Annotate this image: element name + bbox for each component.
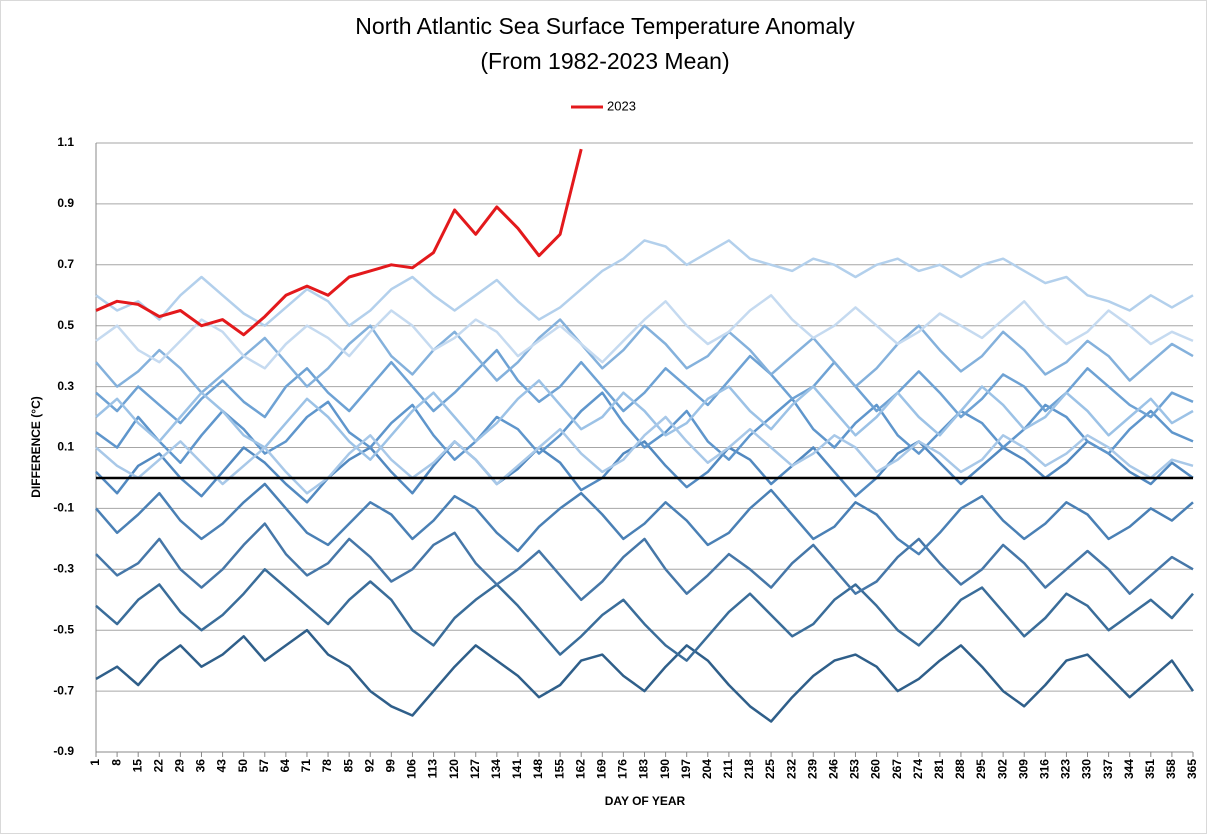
series-line [95, 482, 1194, 556]
x-tick-label: 50 [236, 759, 250, 773]
x-tick-label: 351 [1143, 759, 1157, 779]
x-tick-label: 197 [679, 759, 693, 779]
x-tick-label: 169 [594, 759, 608, 779]
chart-title: North Atlantic Sea Surface Temperature A… [355, 13, 855, 39]
x-tick-label: 120 [447, 759, 461, 779]
y-tick-label: -0.5 [53, 622, 74, 636]
x-tick-label: 29 [173, 759, 187, 773]
x-tick-label: 106 [405, 759, 419, 779]
y-tick-label: 0.5 [57, 318, 74, 332]
x-tick-label: 309 [1016, 759, 1030, 779]
x-tick-label: 330 [1080, 759, 1094, 779]
x-tick-label: 232 [784, 759, 798, 779]
x-tick-label: 1 [88, 759, 102, 766]
y-tick-label: -0.9 [53, 744, 74, 758]
x-tick-label: 267 [890, 759, 904, 779]
series-line [95, 148, 583, 337]
x-tick-label: 113 [426, 759, 440, 779]
series-line [95, 628, 1195, 723]
x-tick-label: 225 [763, 759, 777, 779]
x-axis-label: DAY OF YEAR [605, 794, 686, 808]
x-tick-label: 302 [995, 759, 1009, 779]
series-line [95, 239, 1194, 327]
series-line [95, 294, 1194, 370]
x-tick-label: 358 [1164, 759, 1178, 779]
x-tick-label: 323 [1059, 759, 1073, 779]
x-tick-label: 22 [151, 759, 165, 773]
chart-subtitle: (From 1982-2023 Mean) [480, 48, 729, 74]
y-tick-label: -0.3 [53, 561, 74, 575]
x-tick-label: 260 [869, 759, 883, 779]
series-line [95, 522, 1194, 602]
x-tick-label: 365 [1185, 759, 1199, 779]
y-tick-label: 0.9 [57, 196, 74, 210]
x-tick-label: 64 [278, 759, 292, 773]
x-tick-label: 190 [658, 759, 672, 779]
y-tick-label: -0.7 [53, 683, 74, 697]
y-tick-label: 0.3 [57, 379, 74, 393]
y-tick-label: 0.7 [57, 257, 74, 271]
x-tick-label: 183 [637, 759, 651, 779]
x-tick-label: 162 [573, 759, 587, 779]
series-line [95, 379, 1194, 461]
x-tick-label: 36 [194, 759, 208, 773]
x-tick-label: 176 [616, 759, 630, 779]
series-line [95, 318, 1194, 394]
x-tick-label: 85 [341, 759, 355, 773]
x-tick-label: 78 [320, 759, 334, 773]
x-tick-label: 288 [953, 759, 967, 779]
x-tick-label: 337 [1101, 759, 1115, 779]
legend-label: 2023 [607, 98, 636, 113]
x-tick-label: 246 [827, 759, 841, 779]
x-tick-label: 8 [109, 759, 123, 766]
x-tick-label: 134 [489, 759, 503, 779]
x-tick-label: 99 [384, 759, 398, 773]
series-line [95, 568, 1194, 662]
series-line [95, 348, 1194, 425]
x-tick-label: 71 [299, 759, 313, 773]
series-line [95, 415, 1194, 495]
x-tick-label: 218 [742, 759, 756, 779]
x-tick-label: 211 [721, 759, 735, 779]
x-tick-label: 253 [848, 759, 862, 779]
y-tick-label: -0.1 [53, 501, 74, 515]
x-tick-label: 141 [510, 759, 524, 779]
x-tick-label: 127 [468, 759, 482, 779]
x-tick-label: 204 [700, 759, 714, 779]
x-tick-label: 344 [1122, 759, 1136, 779]
y-axis-label: DIFFERENCE (°C) [29, 396, 43, 497]
x-tick-label: 295 [974, 759, 988, 779]
y-tick-label: 1.1 [57, 135, 74, 149]
x-tick-label: 274 [911, 759, 925, 779]
x-tick-label: 281 [932, 759, 946, 779]
x-tick-label: 43 [215, 759, 229, 773]
series-line [95, 391, 1194, 464]
x-tick-label: 316 [1037, 759, 1051, 779]
x-tick-label: 15 [130, 759, 144, 773]
y-tick-label: 0.1 [57, 440, 74, 454]
x-tick-label: 92 [362, 759, 376, 773]
x-tick-label: 239 [805, 759, 819, 779]
x-tick-label: 148 [531, 759, 545, 779]
x-tick-label: 57 [257, 759, 271, 773]
x-tick-label: 155 [552, 759, 566, 779]
